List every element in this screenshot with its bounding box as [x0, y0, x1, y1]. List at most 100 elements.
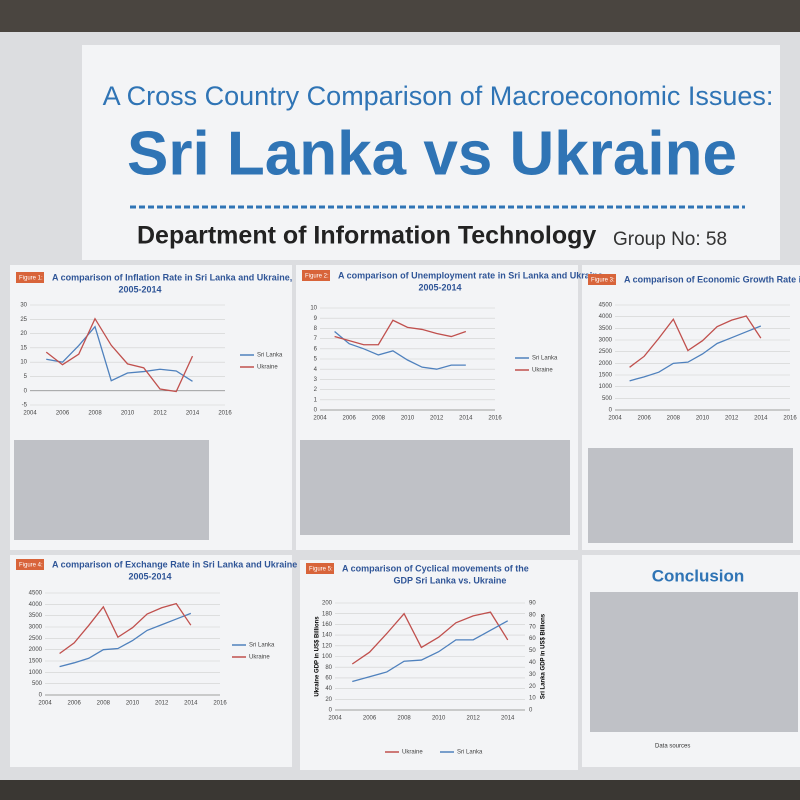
legend-label: Ukraine: [402, 750, 423, 756]
y-tick-label: 4: [314, 367, 318, 373]
x-tick-label: 2010: [696, 416, 710, 422]
x-tick-label: 2008: [372, 416, 386, 422]
y2-tick-label: 50: [529, 648, 536, 654]
y-tick-label: 2000: [29, 647, 43, 653]
x-tick-label: 2014: [501, 716, 515, 722]
y-tick-label: 1: [314, 397, 318, 403]
x-tick-label: 2010: [432, 716, 446, 722]
y-tick-label: 10: [310, 306, 317, 312]
x-tick-label: 2004: [313, 416, 327, 422]
y-tick-label: 4000: [29, 602, 43, 608]
y-axis-label: Ukraine GDP in US$ Billions: [315, 616, 321, 697]
series-line: [59, 602, 192, 655]
x-tick-label: 2006: [56, 411, 70, 417]
x-tick-label: 2012: [430, 416, 444, 422]
x-tick-label: 2006: [363, 716, 377, 722]
y2-tick-label: 90: [529, 601, 536, 607]
x-tick-label: 2014: [186, 411, 200, 417]
figure-title: A comparison of Inflation Rate in Sri La…: [52, 272, 292, 282]
y-tick-label: 40: [325, 686, 332, 692]
series-line: [629, 315, 762, 368]
y-tick-label: 1000: [599, 384, 613, 390]
x-tick-label: 2008: [97, 701, 111, 707]
y-tick-label: 0: [329, 708, 333, 714]
x-tick-label: 2008: [667, 416, 681, 422]
sheet: [300, 560, 578, 770]
y-tick-label: 3000: [29, 625, 43, 631]
series-line: [45, 317, 194, 393]
x-tick-label: 2014: [184, 701, 198, 707]
series-line: [59, 612, 192, 668]
x-tick-label: 2014: [459, 416, 473, 422]
y-tick-label: -5: [22, 403, 28, 409]
y2-tick-label: 0: [529, 708, 533, 714]
series-line: [334, 319, 467, 346]
y2-tick-label: 40: [529, 660, 536, 666]
subtitle: A Cross Country Comparison of Macroecono…: [103, 81, 774, 111]
figure-title: A comparison of Unemployment rate in Sri…: [338, 270, 605, 280]
y-tick-label: 5: [24, 374, 28, 380]
x-tick-label: 2006: [342, 416, 356, 422]
y-tick-label: 10: [20, 360, 27, 366]
x-tick-label: 2006: [67, 701, 81, 707]
y-tick-label: 6: [314, 346, 318, 352]
figure-label: Figure 2:: [305, 274, 329, 280]
figure-title: A comparison of Exchange Rate in Sri Lan…: [52, 559, 297, 569]
group: Group No: 58: [613, 229, 727, 250]
x-tick-label: 2016: [213, 701, 227, 707]
legend-label: Sri Lanka: [532, 356, 558, 362]
x-tick-label: 2004: [328, 716, 342, 722]
y-tick-label: 15: [20, 345, 27, 351]
x-tick-label: 2012: [153, 411, 167, 417]
figure-title: GDP Sri Lanka vs. Ukraine: [394, 575, 507, 585]
y-tick-label: 60: [325, 675, 332, 681]
figure-label: [302, 270, 330, 281]
figure-title: 2005-2014: [128, 571, 171, 581]
x-tick-label: 2016: [783, 416, 797, 422]
y-tick-label: 4500: [599, 303, 613, 309]
department: Department of Information Technology: [137, 222, 596, 250]
x-tick-label: 2006: [637, 416, 651, 422]
y-tick-label: 3500: [29, 613, 43, 619]
y-tick-label: 0: [609, 408, 613, 414]
x-tick-label: 2012: [155, 701, 169, 707]
y2-tick-label: 80: [529, 612, 536, 618]
y-tick-label: 3000: [599, 338, 613, 344]
legend-label: Sri Lanka: [249, 643, 275, 649]
y-tick-label: 3: [314, 377, 318, 383]
figure-label: [16, 272, 44, 283]
y-tick-label: 8: [314, 326, 318, 332]
body-text-blur: [14, 440, 798, 732]
y-tick-label: 200: [322, 601, 333, 607]
figure-title: A comparison of Economic Growth Rate in …: [624, 274, 800, 284]
y-tick-label: 2: [314, 387, 318, 393]
y-tick-label: 30: [20, 303, 27, 309]
y-tick-label: 2000: [599, 361, 613, 367]
y-tick-label: 0: [314, 408, 318, 414]
figure-label: [16, 559, 44, 570]
y-tick-label: 180: [322, 611, 333, 617]
legend-label: Ukraine: [249, 655, 270, 661]
y-tick-label: 160: [322, 622, 333, 628]
title: Sri Lanka vs Ukraine: [127, 119, 737, 188]
y-tick-label: 5: [314, 357, 318, 363]
y-tick-label: 0: [39, 693, 43, 699]
figure-label: [588, 274, 616, 285]
series-line: [334, 330, 466, 370]
series-line: [351, 611, 509, 665]
y-tick-label: 1500: [599, 373, 613, 379]
y-tick-label: 2500: [29, 636, 43, 642]
y-tick-label: 7: [314, 336, 318, 342]
charts: Figure 1: A comparison of Inflation Rate …: [16, 270, 800, 756]
figure-title: A comparison of Cyclical movements of th…: [342, 563, 529, 573]
y-tick-label: 140: [322, 633, 333, 639]
y-tick-label: 9: [314, 316, 318, 322]
x-tick-label: 2012: [725, 416, 739, 422]
series-line: [629, 325, 762, 382]
y-tick-label: 20: [20, 331, 27, 337]
figure-label: Figure 5:: [309, 567, 333, 573]
figure-title: 2005-2014: [118, 284, 161, 294]
x-tick-label: 2016: [218, 411, 232, 417]
